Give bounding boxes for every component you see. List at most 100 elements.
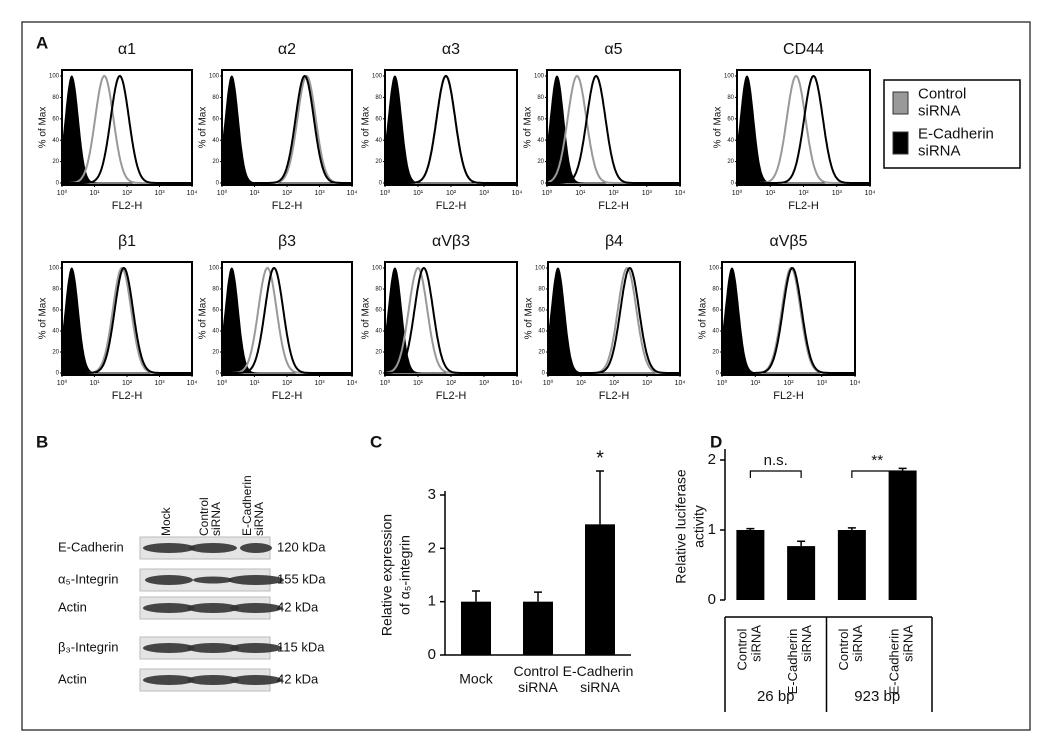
y-tick-label: 100 <box>209 266 220 272</box>
blot-band <box>187 675 239 685</box>
y-axis-label: Relative expression <box>379 514 395 636</box>
x-tick-label: 10² <box>282 380 293 387</box>
panel-label: D <box>710 432 722 451</box>
panel-label: C <box>370 432 382 451</box>
significance-mark: ** <box>871 452 883 469</box>
y-tick-label: 20 <box>375 159 382 165</box>
histogram-title: α3 <box>442 41 460 58</box>
size-label: 42 kDa <box>277 671 319 686</box>
y-tick-label: 40 <box>212 138 219 144</box>
y-tick-label: 40 <box>712 329 719 335</box>
x-tick-label: 10¹ <box>249 190 260 197</box>
x-axis-label: FL2-H <box>112 390 143 402</box>
y-tick-label: 0 <box>542 371 546 377</box>
size-label: 155 kDa <box>277 571 326 586</box>
y-tick-label: 60 <box>52 116 59 122</box>
bar <box>888 470 917 600</box>
histogram-curve <box>547 74 680 184</box>
x-tick-label: 10¹ <box>765 190 776 197</box>
x-tick-label: 10³ <box>154 380 165 387</box>
y-tick-label: 20 <box>212 159 219 165</box>
x-tick-label: 10⁰ <box>543 379 554 387</box>
x-tick-label: 10² <box>783 380 794 387</box>
x-tick-label: 10¹ <box>575 190 586 197</box>
y-tick-label: 60 <box>538 308 545 314</box>
y-tick-label: 40 <box>537 138 544 144</box>
error-bar <box>797 540 806 547</box>
x-axis-label: FL2-H <box>272 200 303 212</box>
size-label: 115 kDa <box>277 639 325 654</box>
y-tick-label: 80 <box>52 287 59 293</box>
blot-band <box>228 575 284 585</box>
significance-mark: * <box>596 447 604 469</box>
legend-label: E-Cadherin siRNA <box>918 125 998 159</box>
blot-band <box>240 543 272 553</box>
y-tick-label: 20 <box>375 350 382 356</box>
bar <box>837 530 866 600</box>
x-tick-label: 10⁰ <box>57 189 68 197</box>
histogram-title: β3 <box>278 233 296 250</box>
histogram-curve <box>62 266 192 374</box>
histogram-title: β1 <box>118 233 136 250</box>
y-tick-label: 100 <box>49 74 60 80</box>
x-tick-label: 10³ <box>479 190 490 197</box>
y-tick-label: 40 <box>375 329 382 335</box>
x-tick-label: 10² <box>798 190 809 197</box>
blot-band <box>143 675 195 685</box>
x-tick-label: 10¹ <box>576 380 587 387</box>
significance-mark: n.s. <box>764 452 788 469</box>
y-tick-label: 100 <box>372 74 383 80</box>
x-tick-label: 10⁴ <box>865 190 876 197</box>
y-tick-label: 0 <box>716 371 720 377</box>
x-tick-label: 10⁰ <box>217 379 228 387</box>
histogram-curve <box>385 74 517 184</box>
histogram-title: αVβ3 <box>432 233 470 250</box>
x-tick-label: E-Cadherin siRNA <box>786 625 815 695</box>
x-tick-label: 10¹ <box>89 380 100 387</box>
row-label: Actin <box>58 671 87 686</box>
x-tick-label: 10³ <box>642 190 653 197</box>
legend-swatch <box>892 91 909 115</box>
y-tick-label: 0 <box>56 371 60 377</box>
row-label: α₅-Integrin <box>58 571 118 586</box>
histogram-curve <box>548 266 680 374</box>
significance-bracket <box>851 470 904 478</box>
y-tick-label: 20 <box>52 159 59 165</box>
y-axis-label: Relative luciferase <box>673 469 689 584</box>
x-tick-label: Control siRNA <box>836 625 865 671</box>
blot-band <box>230 603 282 613</box>
x-tick-label: 10⁴ <box>675 190 686 197</box>
significance-bracket <box>749 470 802 478</box>
y-tick-label: 20 <box>212 350 219 356</box>
x-tick-label: 10⁰ <box>217 189 228 197</box>
x-tick-label: 10⁰ <box>57 379 68 387</box>
error-bar <box>746 527 755 530</box>
blot-band <box>230 643 282 653</box>
histogram-curve <box>222 74 352 184</box>
x-tick-label: 10¹ <box>413 190 424 197</box>
x-tick-label: 10⁰ <box>732 189 743 197</box>
x-tick-label: 10⁰ <box>542 189 553 197</box>
row-label: E-Cadherin <box>58 539 124 554</box>
x-tick-label: Mock <box>459 671 493 687</box>
y-tick-label: 0 <box>731 181 735 187</box>
x-tick-label: 10² <box>122 190 133 197</box>
y-tick-label: 80 <box>538 287 545 293</box>
y-tick-label: 80 <box>212 287 219 293</box>
x-tick-label: 10³ <box>817 380 828 387</box>
blot-band <box>193 576 233 584</box>
x-tick-label: 10² <box>609 380 620 387</box>
y-axis-label: % of Max <box>713 107 724 149</box>
y-tick-label: 0 <box>541 181 545 187</box>
histogram-title: α2 <box>278 41 296 58</box>
y-tick-label: 40 <box>52 138 59 144</box>
histogram-curve <box>385 266 517 374</box>
bar <box>736 530 765 600</box>
y-tick-label: 80 <box>727 95 734 101</box>
y-axis-label: % of Max <box>361 107 372 149</box>
histogram-curve <box>222 266 352 374</box>
y-tick-label: 100 <box>372 266 383 272</box>
y-tick-label: 100 <box>209 74 220 80</box>
error-bar <box>534 591 542 602</box>
